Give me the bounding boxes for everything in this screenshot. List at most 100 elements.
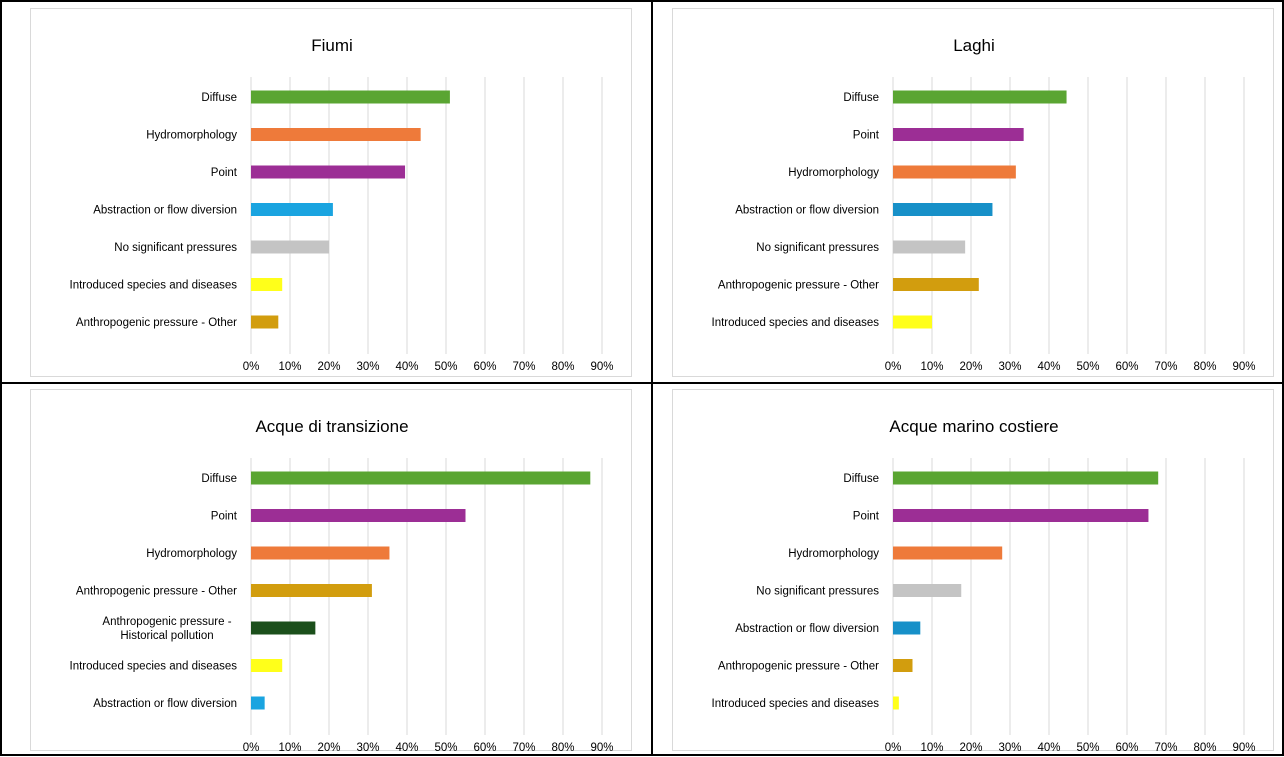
category-label: Introduced species and diseases	[70, 661, 238, 673]
x-tick-label: 60%	[1115, 742, 1138, 752]
category-label: Historical pollution	[120, 630, 213, 642]
category-label: Hydromorphology	[788, 167, 879, 179]
bar	[251, 584, 372, 597]
category-label: Hydromorphology	[788, 548, 879, 560]
category-label: Diffuse	[843, 92, 879, 104]
category-label: Abstraction or flow diversion	[735, 205, 879, 217]
x-tick-label: 0%	[885, 361, 902, 373]
x-tick-label: 60%	[1115, 361, 1138, 373]
bar	[251, 278, 283, 291]
frame-left	[0, 0, 2, 756]
x-tick-label: 90%	[1232, 742, 1255, 752]
x-tick-label: 0%	[885, 742, 902, 752]
category-label: Introduced species and diseases	[70, 280, 238, 292]
category-label: Abstraction or flow diversion	[735, 623, 879, 635]
category-label: Point	[853, 511, 880, 523]
x-tick-label: 20%	[317, 361, 340, 373]
x-tick-label: 0%	[243, 361, 260, 373]
x-tick-label: 40%	[395, 742, 418, 752]
category-label: No significant pressures	[114, 242, 237, 254]
x-tick-label: 60%	[473, 361, 496, 373]
x-tick-label: 10%	[920, 742, 943, 752]
category-label: Point	[211, 511, 238, 523]
x-tick-label: 60%	[473, 742, 496, 752]
chart-acque-marino-costiere: Acque marino costiere 0% 10% 20% 30% 40% 50% 60…	[712, 417, 1256, 754]
category-label: Diffuse	[201, 92, 237, 104]
category-label: Anthropogenic pressure - Other	[718, 661, 879, 673]
x-tick-label: 80%	[1193, 742, 1216, 752]
chart-panel-fiumi: Fiumi 0% 10% 20% 30% 40% 50% 60% 70% 80% 90% Diffus…	[30, 8, 632, 377]
chart-title: Acque di transizione	[255, 417, 408, 436]
category-label: Point	[211, 167, 238, 179]
bar	[251, 696, 265, 710]
category-label: Introduced species and diseases	[712, 698, 880, 710]
category-label: Hydromorphology	[146, 130, 237, 142]
x-tick-label: 10%	[920, 361, 943, 373]
x-tick-label: 50%	[434, 742, 457, 752]
category-label: Abstraction or flow diversion	[93, 205, 237, 217]
bar	[251, 240, 329, 254]
x-tick-label: 20%	[317, 742, 340, 752]
bar	[251, 546, 390, 560]
bar	[893, 584, 962, 597]
bar	[893, 659, 913, 672]
x-tick-label: 40%	[1037, 742, 1060, 752]
bar	[251, 621, 316, 635]
bar	[251, 315, 279, 329]
x-tick-label: 50%	[434, 361, 457, 373]
category-label: Anthropogenic pressure -	[102, 616, 231, 628]
x-tick-label: 40%	[1037, 361, 1060, 373]
x-tick-label: 70%	[512, 361, 535, 373]
bar	[893, 278, 979, 291]
x-tick-label: 30%	[356, 361, 379, 373]
category-label: Abstraction or flow diversion	[93, 698, 237, 710]
x-tick-label: 80%	[551, 361, 574, 373]
x-tick-label: 20%	[959, 742, 982, 752]
x-tick-label: 10%	[278, 361, 301, 373]
bar	[251, 471, 591, 485]
chart-title: Laghi	[953, 36, 995, 55]
x-tick-label: 0%	[243, 742, 260, 752]
x-tick-label: 90%	[590, 742, 613, 752]
x-tick-label: 70%	[512, 742, 535, 752]
frame-top	[0, 0, 1284, 2]
x-tick-label: 90%	[590, 361, 613, 373]
category-label: Anthropogenic pressure - Other	[76, 317, 237, 329]
category-label: Diffuse	[843, 473, 879, 485]
bar	[251, 165, 406, 179]
category-label: Point	[853, 130, 880, 142]
x-tick-label: 50%	[1076, 361, 1099, 373]
x-tick-label: 30%	[998, 361, 1021, 373]
bar	[251, 90, 450, 104]
bar	[893, 509, 1149, 522]
x-tick-label: 40%	[395, 361, 418, 373]
x-tick-label: 90%	[1232, 361, 1255, 373]
chart-fiumi: Fiumi 0% 10% 20% 30% 40% 50% 60% 70% 80% 90% Diffus…	[70, 36, 614, 373]
x-tick-label: 20%	[959, 361, 982, 373]
category-label: Hydromorphology	[146, 548, 237, 560]
bar	[251, 203, 333, 216]
category-label: Diffuse	[201, 473, 237, 485]
category-label: Introduced species and diseases	[712, 317, 880, 329]
chart-title: Acque marino costiere	[889, 417, 1058, 436]
category-label: No significant pressures	[756, 242, 879, 254]
bar	[893, 696, 899, 710]
x-tick-label: 80%	[1193, 361, 1216, 373]
bar	[893, 240, 966, 254]
category-label: No significant pressures	[756, 586, 879, 598]
bar	[893, 471, 1159, 485]
chart-panel-acque-di-transizione: Acque di transizione 0% 10% 20% 30% 40% 50% 60%…	[30, 389, 632, 754]
category-label: Anthropogenic pressure - Other	[718, 280, 879, 292]
frame-horizontal-divider	[0, 382, 1284, 384]
chart-acque-di-transizione: Acque di transizione 0% 10% 20% 30% 40% 50% 60%…	[70, 417, 614, 754]
frame-vertical-divider	[651, 0, 653, 756]
x-tick-label: 70%	[1154, 361, 1177, 373]
bar	[893, 315, 932, 329]
frame-bottom	[0, 754, 1284, 756]
bar	[893, 546, 1003, 560]
x-tick-label: 10%	[278, 742, 301, 752]
chart-title: Fiumi	[311, 36, 353, 55]
bar	[893, 621, 921, 635]
bar	[251, 509, 466, 522]
